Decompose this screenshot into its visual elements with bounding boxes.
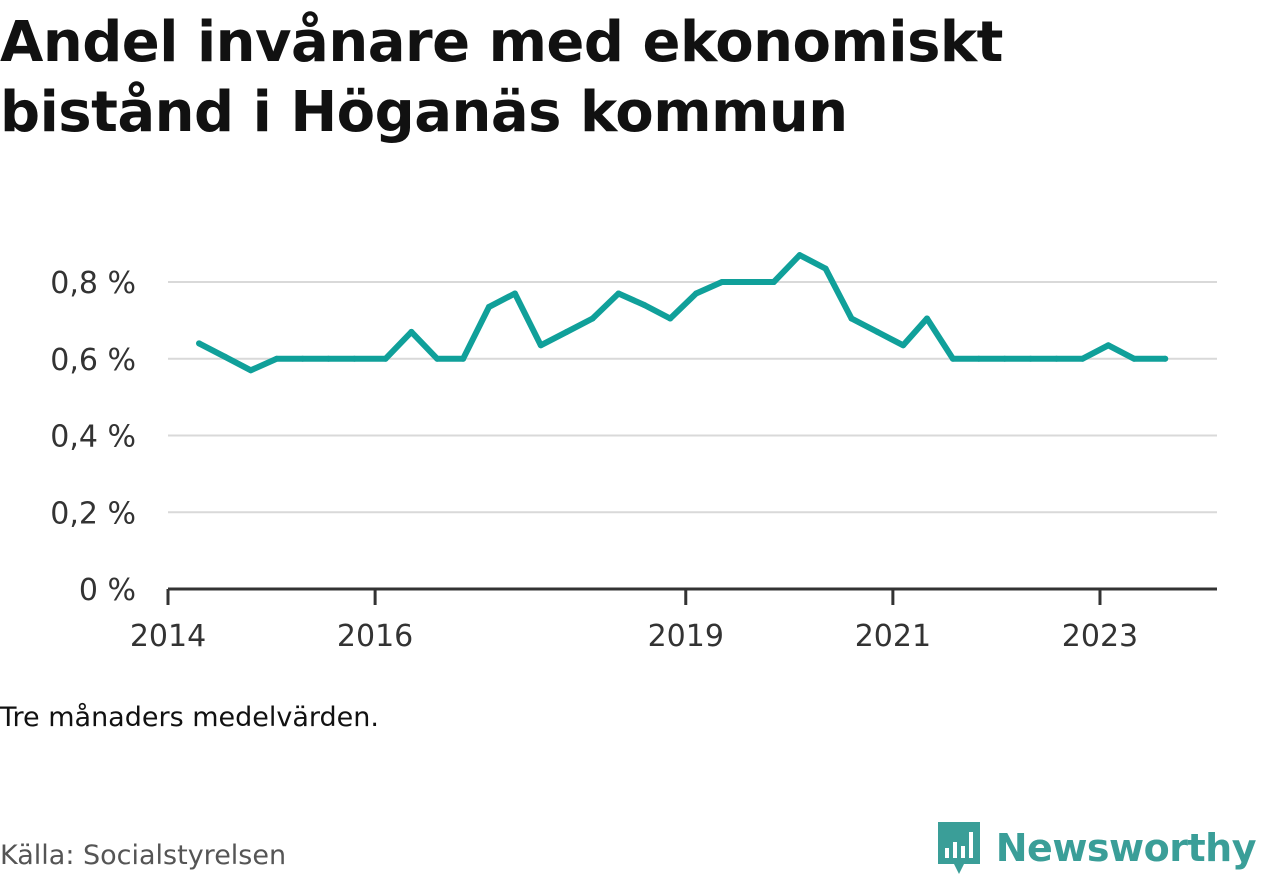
x-tick-label: 2023 bbox=[1062, 619, 1138, 654]
data-point bbox=[744, 279, 751, 285]
data-point bbox=[408, 328, 415, 335]
data-point bbox=[325, 355, 332, 362]
data-point bbox=[924, 315, 930, 322]
data-point bbox=[563, 328, 570, 335]
chart-title: Andel invånare med ekonomiskt bistånd i … bbox=[0, 10, 1003, 145]
data-point bbox=[351, 355, 358, 362]
data-point bbox=[796, 252, 803, 259]
data-point bbox=[975, 355, 982, 362]
data-point bbox=[273, 355, 280, 362]
y-tick-label: 0,4 % bbox=[50, 420, 136, 455]
data-point bbox=[460, 355, 467, 362]
data-point bbox=[511, 290, 518, 297]
data-point bbox=[822, 265, 829, 272]
data-point bbox=[434, 355, 441, 362]
data-points bbox=[196, 252, 1169, 374]
data-point bbox=[1027, 355, 1034, 362]
data-point bbox=[1131, 355, 1138, 362]
data-point bbox=[299, 355, 306, 362]
data-point bbox=[874, 328, 881, 335]
data-point bbox=[693, 290, 700, 297]
y-tick-label: 0,2 % bbox=[50, 496, 136, 531]
x-axis-ticks bbox=[166, 589, 1102, 605]
data-point bbox=[848, 315, 855, 322]
data-point bbox=[719, 279, 725, 285]
data-point bbox=[949, 355, 956, 362]
chart-note: Tre månaders medelvärden. bbox=[0, 702, 379, 733]
x-tick-label: 2019 bbox=[648, 619, 724, 654]
brand-name: Newsworthy bbox=[995, 826, 1257, 870]
data-point bbox=[486, 303, 492, 310]
data-point bbox=[1001, 355, 1008, 362]
x-tick-label: 2016 bbox=[337, 619, 413, 654]
data-point bbox=[900, 342, 907, 349]
y-tick-label: 0 % bbox=[79, 573, 136, 608]
data-point bbox=[1079, 355, 1086, 362]
x-axis-labels: 2014 2016 2019 2021 2023 bbox=[130, 619, 1138, 654]
line-chart: 0 % 0,2 % 0,4 % 0,6 % 0,8 % 2014 2016 2019 2021… bbox=[50, 252, 1217, 654]
data-point bbox=[667, 315, 674, 322]
x-tick-label: 2021 bbox=[855, 619, 931, 654]
series-line bbox=[196, 252, 1169, 374]
data-point bbox=[589, 315, 596, 322]
data-point bbox=[1105, 342, 1112, 349]
data-point bbox=[247, 367, 254, 374]
data-point bbox=[615, 290, 622, 297]
data-point bbox=[1053, 355, 1060, 362]
data-point bbox=[1162, 355, 1169, 362]
data-point bbox=[770, 279, 777, 285]
newsworthy-logo-icon bbox=[937, 822, 980, 874]
data-point bbox=[196, 340, 203, 347]
data-point bbox=[537, 342, 544, 349]
x-tick-label: 2014 bbox=[130, 619, 206, 654]
gridlines bbox=[168, 281, 1217, 514]
brand-logo: Newsworthy bbox=[934, 818, 1257, 878]
y-tick-label: 0,6 % bbox=[50, 343, 136, 378]
data-point bbox=[382, 355, 389, 362]
y-tick-label: 0,8 % bbox=[50, 266, 136, 301]
data-point bbox=[222, 353, 228, 360]
source-label: Källa: Socialstyrelsen bbox=[0, 840, 287, 871]
y-axis-labels: 0 % 0,2 % 0,4 % 0,6 % 0,8 % bbox=[50, 266, 136, 608]
data-point bbox=[641, 302, 648, 308]
